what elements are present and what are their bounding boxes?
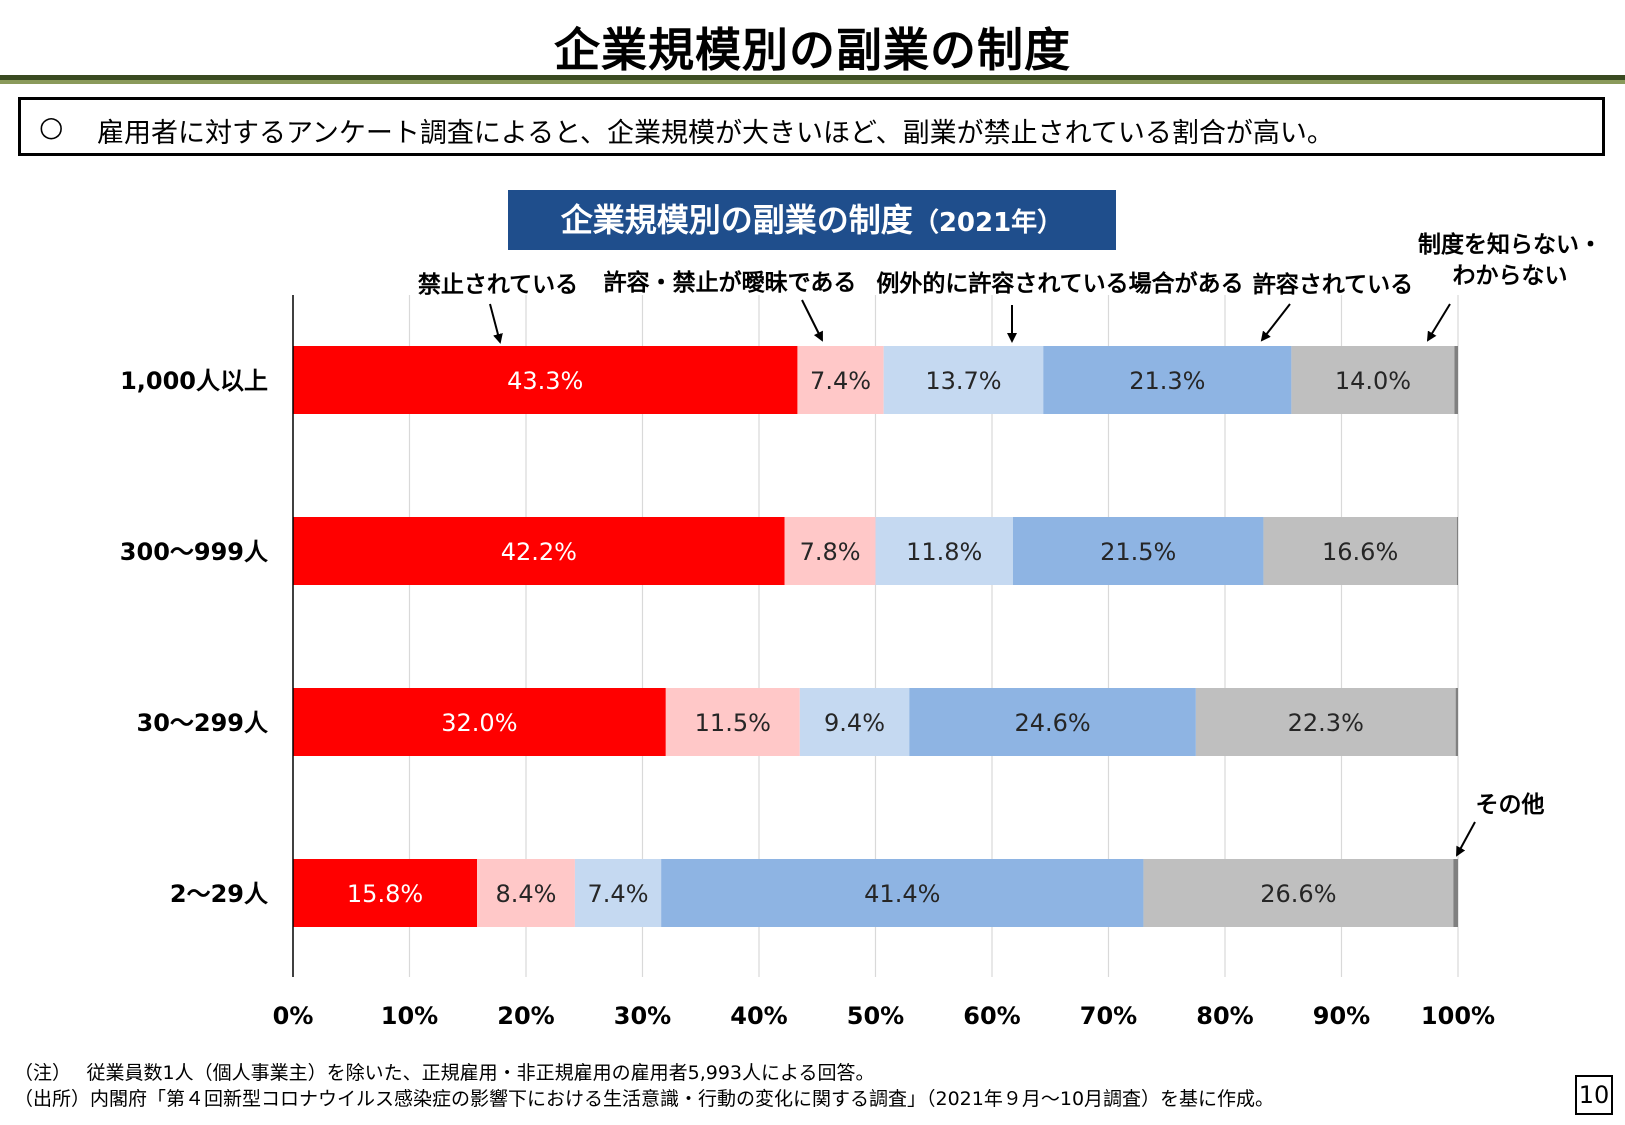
data-label: 16.6% bbox=[1322, 538, 1398, 566]
x-tick-label: 70% bbox=[1080, 1002, 1137, 1030]
category-label: 1,000人以上 bbox=[120, 367, 268, 395]
bar-segment bbox=[293, 859, 478, 927]
x-tick-label: 50% bbox=[847, 1002, 904, 1030]
x-tick-label: 90% bbox=[1313, 1002, 1370, 1030]
data-label: 41.4% bbox=[864, 880, 940, 908]
stacked-bar-chart: 43.3% 7.4% 13.7% 21.3% 14.0% 42.2% 7.8% 11.8% 21… bbox=[120, 231, 1602, 1030]
bar-segment bbox=[477, 859, 575, 927]
bar-segment bbox=[909, 688, 1196, 756]
data-label: 24.6% bbox=[1014, 709, 1090, 737]
x-tick-label: 40% bbox=[730, 1002, 787, 1030]
data-label: 7.4% bbox=[588, 880, 649, 908]
bar-segment bbox=[293, 517, 785, 585]
data-label: 9.4% bbox=[824, 709, 885, 737]
bar-segment bbox=[797, 346, 884, 414]
category-label: 30〜299人 bbox=[137, 709, 269, 737]
data-label: 22.3% bbox=[1288, 709, 1364, 737]
chart-title-year: （2021年） bbox=[912, 208, 1064, 238]
bar-segment bbox=[574, 859, 662, 927]
bar-segment bbox=[1012, 517, 1264, 585]
data-label: 13.7% bbox=[925, 367, 1001, 395]
callout-arrow bbox=[1456, 821, 1476, 857]
callout-label: 制度を知らない・ bbox=[1418, 231, 1602, 258]
footnote: （注） 従業員数1人（個人事業主）を除いた、正規雇用・非正規雇用の雇用者5,99… bbox=[14, 1062, 875, 1084]
data-label: 15.8% bbox=[347, 880, 423, 908]
summary-box: ○ 雇用者に対するアンケート調査によると、企業規模が大きいほど、副業が禁止されて… bbox=[18, 97, 1605, 156]
chart-title-main: 企業規模別の副業の制度 bbox=[560, 201, 913, 239]
callout-arrow bbox=[801, 299, 823, 342]
summary-bullet: ○ bbox=[39, 110, 64, 143]
page-number: 10 bbox=[1575, 1075, 1613, 1115]
summary-text: 雇用者に対するアンケート調査によると、企業規模が大きいほど、副業が禁止されている… bbox=[97, 118, 1334, 149]
bar-segment bbox=[1456, 517, 1458, 585]
bar-segment bbox=[661, 859, 1144, 927]
data-label: 42.2% bbox=[501, 538, 577, 566]
data-label: 11.5% bbox=[695, 709, 771, 737]
data-label: 21.3% bbox=[1129, 367, 1205, 395]
callout-label: その他 bbox=[1476, 792, 1545, 818]
bar-segment bbox=[1291, 346, 1455, 414]
callout-arrow bbox=[1426, 303, 1451, 342]
bars: 43.3% 7.4% 13.7% 21.3% 14.0% 42.2% 7.8% 11.8% 21… bbox=[293, 346, 1458, 927]
x-tick-label: 20% bbox=[497, 1002, 554, 1030]
data-label: 14.0% bbox=[1335, 367, 1411, 395]
data-label: 8.4% bbox=[496, 880, 557, 908]
bar-segment bbox=[883, 346, 1044, 414]
bar-segment bbox=[1143, 859, 1454, 927]
page-title: 企業規模別の副業の制度 bbox=[554, 23, 1071, 77]
callout-label: 例外的に許容されている場合がある bbox=[876, 270, 1243, 297]
x-tick-label: 0% bbox=[273, 1002, 314, 1030]
title-rule-accent bbox=[0, 80, 1625, 84]
x-tick-label: 100% bbox=[1421, 1002, 1495, 1030]
bar-segment bbox=[799, 688, 910, 756]
callout-label: わからない bbox=[1453, 263, 1568, 289]
x-tick-label: 10% bbox=[381, 1002, 438, 1030]
bar-segment bbox=[1043, 346, 1292, 414]
data-label: 43.3% bbox=[507, 367, 583, 395]
data-label: 7.4% bbox=[810, 367, 871, 395]
bar-segment bbox=[293, 688, 666, 756]
x-tick-label: 80% bbox=[1196, 1002, 1253, 1030]
category-label: 2〜29人 bbox=[170, 880, 268, 908]
bar-segment bbox=[875, 517, 1013, 585]
bar-segment bbox=[1454, 346, 1458, 414]
bar-segment bbox=[665, 688, 800, 756]
data-label: 32.0% bbox=[441, 709, 517, 737]
source-note: （出所）内閣府「第４回新型コロナウイルス感染症の影響下における生活意識・行動の変… bbox=[14, 1088, 1275, 1110]
callout-label: 禁止されている bbox=[418, 271, 578, 298]
data-label: 11.8% bbox=[906, 538, 982, 566]
bar-segment bbox=[293, 346, 798, 414]
bar-segment bbox=[1453, 859, 1458, 927]
chart-title: 企業規模別の副業の制度（2021年） bbox=[508, 190, 1116, 250]
category-label: 300〜999人 bbox=[120, 538, 268, 566]
callout-arrow bbox=[489, 303, 503, 344]
bar-segment bbox=[784, 517, 876, 585]
bar-segment bbox=[1263, 517, 1457, 585]
callout-label: 許容されている bbox=[1253, 271, 1413, 298]
x-tick-label: 60% bbox=[963, 1002, 1020, 1030]
series-callouts: 禁止されている 許容・禁止が曖昧である 例外的に許容されている場合がある 許容されてい… bbox=[418, 231, 1602, 857]
axes: 0% 10% 20% 30% 40% 50% 60% 70% 80% 90% 100% 1,000人以… bbox=[120, 295, 1495, 1030]
callout-arrow bbox=[1260, 303, 1291, 342]
callout-label: 許容・禁止が曖昧である bbox=[604, 269, 857, 296]
data-label: 26.6% bbox=[1260, 880, 1336, 908]
bar-segment bbox=[1455, 688, 1458, 756]
title-rule bbox=[0, 75, 1625, 80]
data-label: 7.8% bbox=[800, 538, 861, 566]
x-tick-label: 30% bbox=[614, 1002, 671, 1030]
data-label: 21.5% bbox=[1100, 538, 1176, 566]
bar-segment bbox=[1195, 688, 1456, 756]
